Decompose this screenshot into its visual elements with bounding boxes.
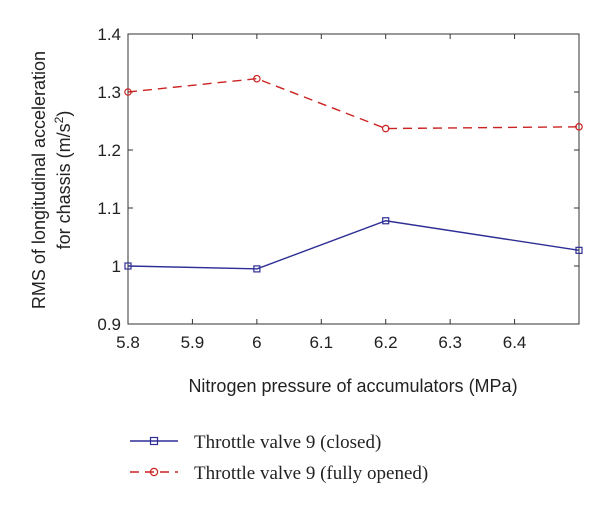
y-tick-label: 0.9 (97, 315, 121, 334)
x-tick-label: 6 (252, 333, 261, 352)
plot-area (127, 33, 580, 325)
series-line-1 (127, 77, 580, 130)
series-line-0 (127, 220, 580, 270)
x-axis-ticks: 5.8 5.9 6 6.1 6.2 6.3 6.4 (116, 34, 526, 352)
data-point-0-3 (575, 246, 583, 254)
legend-marker-opened (149, 467, 159, 477)
y-axis-title-line2: for chassis (m/s2) (52, 111, 74, 250)
x-axis-title: Nitrogen pressure of accumulators (MPa) (188, 376, 517, 396)
data-point-0-2 (382, 217, 390, 225)
y-tick-label: 1 (112, 257, 121, 276)
legend-item-opened: Throttle valve 9 (fully opened) (130, 463, 428, 484)
data-point-1-3 (575, 123, 583, 131)
x-tick-label: 6.2 (374, 333, 398, 352)
data-point-1-2 (381, 124, 390, 133)
y-tick-label: 1.4 (97, 25, 121, 44)
series-layer (124, 74, 583, 273)
data-point-1-0 (124, 88, 132, 96)
legend-item-closed: Throttle valve 9 (closed) (130, 432, 381, 453)
x-tick-label: 6.1 (309, 333, 333, 352)
data-point-0-1 (253, 265, 261, 273)
y-tick-label: 1.3 (97, 83, 121, 102)
x-tick-label: 5.8 (116, 333, 140, 352)
legend: Throttle valve 9 (closed) Throttle valve… (130, 432, 428, 484)
y-axis-title-prefix: for chassis (m/s (54, 123, 74, 249)
y-axis-title-sup: 2 (52, 116, 66, 123)
data-point-1-1 (253, 74, 261, 83)
y-axis-ticks: 0.9 1 1.1 1.2 1.3 1.4 (97, 25, 579, 334)
y-axis-title-line1: RMS of longitudinal acceleration (29, 51, 49, 309)
data-point-0-0 (124, 262, 132, 270)
x-tick-label: 6.3 (438, 333, 462, 352)
y-tick-label: 1.2 (97, 141, 121, 160)
legend-marker-closed (149, 436, 159, 446)
y-tick-label: 1.1 (97, 199, 121, 218)
x-tick-label: 6.4 (503, 333, 527, 352)
legend-label-closed: Throttle valve 9 (closed) (194, 432, 381, 453)
legend-label-opened: Throttle valve 9 (fully opened) (194, 463, 428, 484)
y-axis-title-suffix: ) (54, 111, 74, 117)
x-tick-label: 5.9 (181, 333, 205, 352)
